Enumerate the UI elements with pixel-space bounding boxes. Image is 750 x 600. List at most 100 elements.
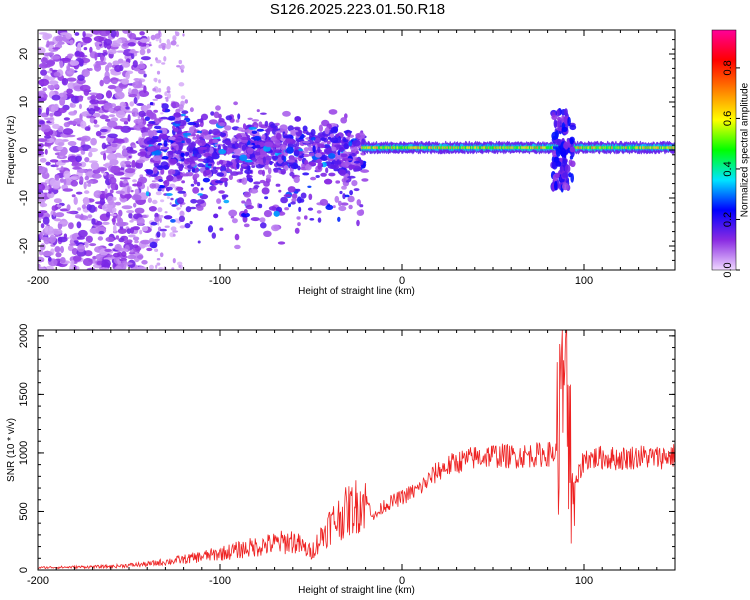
spectrogram-cell <box>108 108 114 113</box>
spectrogram-cell <box>166 86 171 92</box>
spectrogram-cell <box>110 182 119 191</box>
spectrogram-cell <box>96 46 101 50</box>
spectrogram-cell <box>73 255 82 262</box>
spectrogram-cell <box>130 48 136 54</box>
spectrogram-cell <box>264 129 273 132</box>
spectrogram-cell <box>355 133 361 139</box>
snr-x-tick-label: 0 <box>399 575 405 587</box>
spectrogram-cell <box>158 88 162 93</box>
spectrogram-cell <box>128 155 132 159</box>
spectrogram-cell <box>136 217 145 226</box>
spectrogram-cell <box>199 146 208 150</box>
spectrogram-cell <box>320 137 327 141</box>
spectrogram-cell <box>296 216 301 220</box>
spectrogram-cell <box>192 132 196 137</box>
spectrogram-cell <box>148 120 156 125</box>
spectrogram-cell <box>176 207 180 211</box>
spectrogram-cells <box>38 30 675 270</box>
spectrogram-cell <box>101 267 107 270</box>
spectrogram-cell <box>38 256 45 263</box>
spectrogram-cell <box>137 181 143 187</box>
spectrogram-cell <box>125 106 130 110</box>
spectrogram-cell <box>173 127 179 132</box>
spectrogram-cell <box>291 193 298 200</box>
spectrogram-cell <box>119 177 131 180</box>
spectrogram-cell <box>39 120 45 125</box>
spectrogram-cell <box>181 180 186 184</box>
spectrogram-cell <box>115 30 120 38</box>
spectrogram-cell <box>196 118 202 123</box>
spectrogram-cell <box>178 82 185 87</box>
spectrogram-cell <box>118 237 125 243</box>
spectrogram-cell <box>197 163 204 168</box>
spectrogram-cell <box>124 137 128 143</box>
spectrogram-cell <box>177 190 186 194</box>
spectrogram-cell <box>40 94 44 98</box>
spectrogram-cell <box>79 176 84 184</box>
spectrogram-cell <box>78 146 83 151</box>
spectrogram-cell <box>48 80 59 85</box>
spectrogram-cell <box>67 245 74 252</box>
spectrogram-cell <box>290 201 296 205</box>
spectrogram-cell <box>93 112 101 118</box>
snr-y-tick-label: 0 <box>18 567 30 573</box>
spectrogram-cell <box>103 75 111 85</box>
spectrogram-cell <box>100 53 105 62</box>
snr-x-tick-label: -200 <box>27 575 49 587</box>
spectrogram-cell <box>555 147 561 157</box>
colorbar-tick-label: 0.6 <box>722 111 734 126</box>
spectrogram-cell <box>199 129 209 136</box>
spectrogram-cell <box>56 167 62 171</box>
spectrogram-cell <box>127 186 131 194</box>
spectrogram-cell <box>162 128 168 134</box>
spectrogram-cell <box>243 223 250 228</box>
spectrogram-cell <box>95 253 103 261</box>
spectrogram-cell <box>168 136 176 141</box>
spectrogram-cell <box>77 42 82 51</box>
spectrogram-cell <box>131 194 142 201</box>
spectrogram-cell <box>328 109 338 115</box>
spectrogram-cell <box>268 206 277 211</box>
spectrogram-cell <box>149 41 152 45</box>
spectrogram-cell <box>349 153 357 157</box>
spectrogram-cell <box>78 229 88 238</box>
spectrogram-cell <box>111 256 115 259</box>
spectrogram-cell <box>48 191 52 194</box>
spectrogram-cell <box>170 197 174 201</box>
spectrogram-cell <box>87 183 92 187</box>
spectrogram-cell <box>234 244 241 250</box>
spectrogram-cell <box>149 111 154 119</box>
spectrogram-cell <box>178 264 181 269</box>
spectrogram-cell <box>190 199 198 204</box>
spectrogram-cell <box>302 125 308 132</box>
spectrogram-cell <box>235 171 244 175</box>
spectrogram-cell <box>76 191 83 195</box>
spectrogram-cell <box>86 115 91 119</box>
spectrogram-cell <box>62 128 74 135</box>
colorbar-ticks: 0.0 0.2 0.4 0.6 0.8 <box>722 60 740 278</box>
spectrogram-cell <box>216 198 222 204</box>
spectrogram-cell <box>113 252 121 258</box>
spectrogram-cell <box>114 91 125 100</box>
spectrogram-cell <box>170 143 177 146</box>
spectrogram-cell <box>141 132 146 138</box>
spectrogram-y-tick-label: 10 <box>18 96 30 108</box>
spectrogram-cell <box>62 188 74 192</box>
spectrogram-cell <box>124 193 132 199</box>
spectrogram-cell <box>75 214 81 219</box>
spectrogram-cell <box>219 122 226 127</box>
spectrogram-cell <box>115 190 125 195</box>
spectrogram-cell <box>288 203 291 208</box>
spectrogram-cell <box>48 44 55 51</box>
spectrogram-cell <box>347 175 356 179</box>
spectrogram-cell <box>269 160 273 166</box>
spectrogram-cell <box>38 143 44 148</box>
spectrogram-cell <box>60 166 64 171</box>
spectrogram-cell <box>91 173 102 179</box>
spectrogram-cell <box>273 210 280 217</box>
spectrogram-cell <box>176 186 184 191</box>
spectrogram-cell <box>128 94 138 98</box>
spectrogram-cell <box>132 226 140 231</box>
spectrogram-cell <box>42 87 47 92</box>
